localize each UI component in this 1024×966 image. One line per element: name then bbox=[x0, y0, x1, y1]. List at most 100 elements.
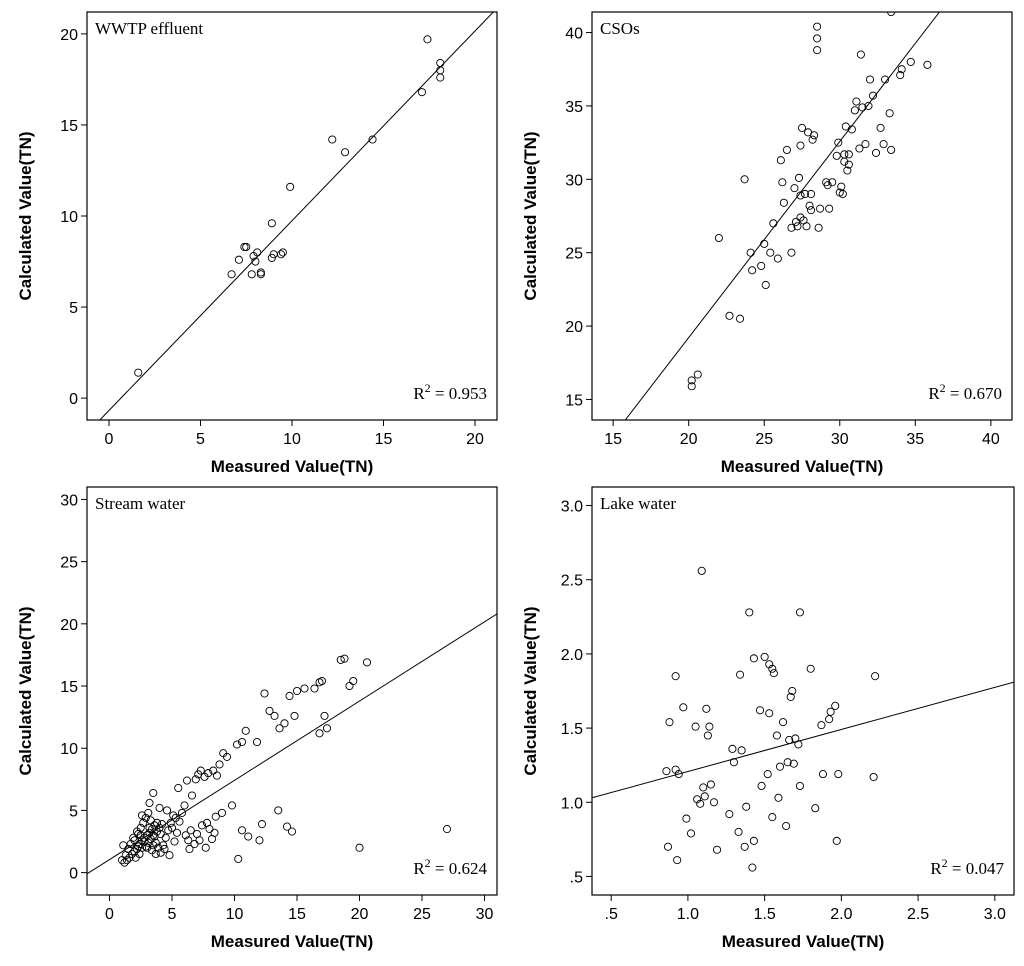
data-point bbox=[184, 836, 193, 845]
data-point bbox=[167, 823, 177, 832]
data-point bbox=[786, 692, 795, 701]
data-point bbox=[736, 670, 745, 679]
data-point bbox=[151, 849, 160, 859]
panel-wwtp-effluent: 0 5 10 15 20 0 5 10 15 20 Measured Value(TN) Calcul… bbox=[16, 11, 498, 476]
data-point bbox=[240, 242, 249, 252]
fit-line bbox=[592, 681, 1014, 799]
x-tick-label: 1.0 bbox=[677, 906, 699, 923]
data-point bbox=[745, 608, 754, 617]
data-point bbox=[797, 123, 807, 132]
data-point bbox=[156, 829, 165, 839]
data-point bbox=[736, 314, 745, 323]
data-point bbox=[769, 669, 778, 678]
data-point bbox=[252, 737, 262, 747]
data-point bbox=[345, 681, 354, 691]
data-point bbox=[287, 827, 297, 836]
data-point bbox=[740, 842, 749, 851]
data-point bbox=[795, 608, 804, 617]
data-point bbox=[871, 672, 880, 681]
data-point bbox=[818, 770, 827, 779]
data-point bbox=[355, 843, 364, 852]
data-point bbox=[166, 818, 175, 827]
y-tick-label: 2.0 bbox=[561, 647, 583, 664]
y-tick-label: 20 bbox=[60, 27, 78, 44]
data-point bbox=[807, 206, 816, 215]
data-point bbox=[182, 776, 192, 785]
y-axis-label: Calculated Value(TN) bbox=[521, 131, 540, 300]
x-tick-label: 3.0 bbox=[984, 906, 1006, 923]
data-point bbox=[170, 837, 179, 846]
data-point bbox=[662, 767, 671, 776]
data-point bbox=[336, 655, 345, 664]
data-point bbox=[185, 844, 194, 854]
plot-frame bbox=[591, 486, 1015, 896]
data-point bbox=[442, 825, 452, 834]
data-point bbox=[247, 270, 256, 279]
data-point bbox=[806, 664, 815, 673]
data-point bbox=[417, 88, 427, 97]
y-tick-label: 20 bbox=[60, 617, 78, 634]
data-point bbox=[232, 740, 242, 749]
data-point bbox=[686, 829, 696, 838]
data-point bbox=[795, 781, 804, 791]
x-tick-label: 5 bbox=[168, 906, 177, 923]
data-point bbox=[760, 239, 769, 248]
data-point bbox=[205, 825, 214, 834]
y-tick-label: 1.0 bbox=[561, 795, 583, 812]
data-point bbox=[149, 788, 158, 798]
y-tick-label: .5 bbox=[570, 869, 583, 886]
data-point bbox=[887, 12, 896, 17]
data-point bbox=[807, 189, 816, 199]
data-point bbox=[861, 140, 870, 149]
data-point bbox=[879, 140, 888, 149]
y-tick-label: 10 bbox=[60, 209, 78, 226]
panel-lake-water: .5 1.0 1.5 2.0 2.5 3.0 .5 1.0 1.5 2.0 2.5 3.0 Measur… bbox=[521, 486, 1015, 951]
data-point bbox=[768, 813, 777, 822]
data-point bbox=[136, 831, 145, 840]
x-tick-label: 25 bbox=[755, 431, 773, 448]
y-tick-label: 15 bbox=[60, 118, 78, 135]
data-point bbox=[286, 182, 295, 191]
data-point bbox=[119, 841, 128, 850]
y-tick-label: 10 bbox=[60, 741, 78, 758]
data-point bbox=[177, 808, 187, 817]
data-point bbox=[697, 566, 706, 575]
data-point bbox=[763, 770, 772, 779]
data-point bbox=[217, 808, 227, 817]
data-point bbox=[832, 151, 841, 160]
data-point bbox=[196, 766, 205, 775]
data-point bbox=[746, 248, 755, 257]
data-point bbox=[776, 156, 785, 165]
data-point bbox=[813, 34, 822, 43]
x-axis-label: Measured Value(TN) bbox=[211, 457, 374, 476]
x-tick-label: 30 bbox=[476, 906, 494, 923]
data-point bbox=[192, 829, 202, 839]
data-point bbox=[682, 814, 691, 823]
panel-csos: 15 20 25 30 35 40 15 20 25 30 35 40 Measured Value(T… bbox=[521, 11, 1013, 476]
data-point bbox=[706, 780, 715, 789]
x-tick-label: 0 bbox=[105, 906, 114, 923]
x-axis-label: Measured Value(TN) bbox=[211, 932, 374, 951]
data-point bbox=[210, 828, 219, 837]
data-point bbox=[793, 222, 802, 231]
data-point bbox=[834, 138, 843, 147]
data-point bbox=[832, 836, 841, 845]
data-point bbox=[843, 166, 852, 175]
data-point bbox=[436, 58, 445, 68]
data-point bbox=[779, 198, 788, 207]
data-point bbox=[831, 701, 840, 710]
data-point bbox=[825, 204, 834, 213]
data-point bbox=[215, 760, 224, 769]
data-point bbox=[749, 654, 758, 663]
data-point bbox=[129, 833, 138, 842]
data-point bbox=[868, 91, 878, 100]
data-point bbox=[121, 851, 130, 860]
data-point bbox=[782, 145, 791, 155]
y-tick-label: 3.0 bbox=[561, 499, 583, 516]
y-tick-label: 1.5 bbox=[561, 721, 583, 738]
data-point bbox=[840, 150, 849, 159]
data-point bbox=[169, 811, 178, 820]
fit-line bbox=[99, 12, 494, 420]
plot-frame bbox=[86, 486, 498, 896]
